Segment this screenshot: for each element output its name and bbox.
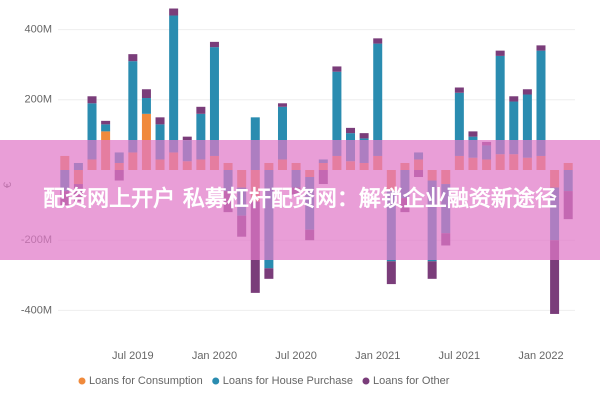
bar-segment	[101, 120, 111, 125]
bar-segment	[332, 66, 342, 72]
bar-segment	[169, 8, 179, 16]
x-tick-label: Jan 2021	[355, 350, 400, 362]
bar-segment	[359, 133, 369, 139]
bar-segment	[373, 43, 383, 156]
bar-segment	[155, 117, 165, 125]
bar-segment	[468, 131, 478, 137]
bar-segment	[536, 45, 546, 51]
bar-segment	[196, 113, 206, 160]
bar-segment	[373, 38, 383, 44]
bar-segment	[277, 103, 287, 107]
bar-segment	[141, 98, 151, 114]
bar-segment	[128, 61, 138, 153]
bar-segment	[141, 89, 151, 99]
legend-marker	[362, 377, 370, 385]
bar-segment	[128, 54, 138, 62]
bar-segment	[209, 47, 219, 156]
x-tick-label: Jan 2020	[192, 350, 237, 362]
x-tick-label: Jul 2020	[275, 350, 317, 362]
bar-segment	[509, 101, 519, 155]
bar-segment	[346, 127, 356, 134]
bar-segment	[332, 71, 342, 156]
banner-text: 配资网上开户 私募杠杆配资网：解锁企业融资新途径	[43, 187, 557, 212]
bar-segment	[87, 103, 97, 160]
banner: 配资网上开户 私募杠杆配资网：解锁企业融资新途径	[0, 140, 600, 260]
x-tick-label: Jul 2019	[112, 350, 154, 362]
legend-label: Loans for Other	[373, 375, 450, 387]
bar-segment	[454, 92, 464, 156]
x-tick-label: Jan 2022	[518, 350, 563, 362]
legend-marker	[78, 377, 86, 385]
bar-segment	[495, 50, 505, 56]
bar-segment	[454, 87, 464, 93]
bar-segment	[522, 89, 532, 95]
y-tick-label: 400M	[24, 23, 52, 35]
bar-segment	[522, 94, 532, 158]
bar-segment	[509, 96, 519, 102]
bar-segment	[277, 106, 287, 160]
bar-segment	[209, 41, 219, 48]
bar-segment	[550, 240, 560, 314]
y-tick-label: -400M	[21, 304, 52, 316]
legend-label: Loans for Consumption	[89, 375, 203, 387]
y-tick-label: 200M	[24, 94, 52, 106]
bar-segment	[427, 261, 437, 279]
legend-marker	[212, 377, 220, 385]
bar-segment	[495, 55, 505, 155]
bar-segment	[169, 15, 179, 153]
bar-segment	[536, 50, 546, 156]
x-tick-label: Jul 2021	[439, 350, 481, 362]
bar-segment	[386, 261, 396, 285]
bar-segment	[182, 136, 192, 141]
legend-label: Loans for House Purchase	[223, 375, 353, 387]
bar-segment	[87, 96, 97, 104]
bar-segment	[101, 124, 111, 132]
bar-segment	[264, 268, 274, 279]
bar-segment	[196, 106, 206, 114]
